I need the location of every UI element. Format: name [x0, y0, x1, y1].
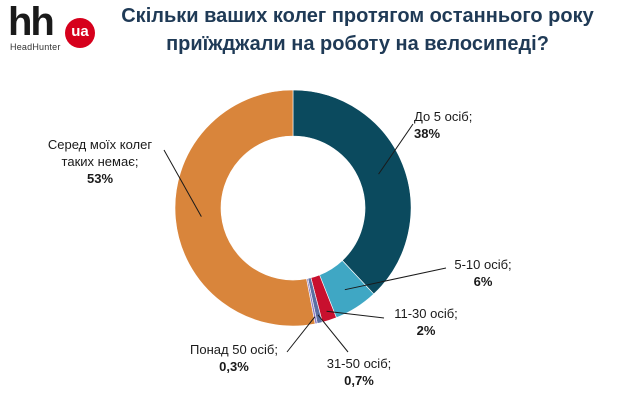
leader-line-4 — [286, 316, 316, 353]
label-slice-4-name: Понад 50 осіб; — [190, 342, 278, 357]
chart-title-line-2: приїжджали на роботу на велосипеді? — [166, 33, 549, 55]
label-slice-3-value: 0,7% — [344, 373, 374, 388]
leader-line-3 — [317, 314, 349, 353]
logo-hh-text: hh — [8, 0, 55, 44]
label-slice-0-value: 38% — [414, 126, 441, 141]
label-slice-3-name: 31-50 осіб; — [326, 356, 392, 371]
chart-title-line-1: Скільки ваших колег протягом останнього … — [121, 5, 594, 27]
label-slice-2-value: 2% — [416, 323, 436, 338]
label-slice-1-name: 5-10 осіб; — [454, 257, 512, 272]
label-slice-2-name: 11-30 осіб; — [394, 306, 458, 321]
label-slice-3: 31-50 осіб; 0,7% — [318, 355, 400, 389]
leader-line-2 — [326, 310, 385, 319]
donut-slices — [174, 89, 412, 327]
donut-slice-5 — [174, 89, 316, 327]
chart-title: Скільки ваших колег протягом останнього … — [100, 2, 615, 58]
label-slice-4-value: 0,3% — [219, 359, 249, 374]
leader-lines — [163, 123, 447, 353]
logo-ua-badge: ua — [65, 18, 95, 48]
label-slice-1: 5-10 осіб; 6% — [445, 256, 521, 290]
logo-subtitle: HeadHunter — [10, 42, 61, 52]
label-slice-1-value: 6% — [473, 274, 493, 289]
label-slice-0: До 5 осіб; 38% — [414, 108, 472, 142]
label-slice-5-line-2: таких немає; — [61, 154, 139, 169]
label-slice-4: Понад 50 осіб; 0,3% — [182, 341, 286, 375]
leader-line-5 — [163, 149, 202, 217]
label-slice-5: Серед моїх колег таких немає; 53% — [36, 136, 164, 187]
leader-line-1 — [344, 267, 447, 291]
donut-slice-0 — [292, 89, 412, 295]
headhunter-logo: hh ua HeadHunter — [8, 0, 98, 52]
label-slice-5-value: 53% — [86, 171, 114, 186]
label-slice-0-name: До 5 осіб; — [414, 109, 473, 124]
label-slice-5-line-1: Серед моїх колег — [47, 137, 153, 152]
leader-line-0 — [378, 123, 414, 175]
label-slice-2: 11-30 осіб; 2% — [386, 305, 466, 339]
